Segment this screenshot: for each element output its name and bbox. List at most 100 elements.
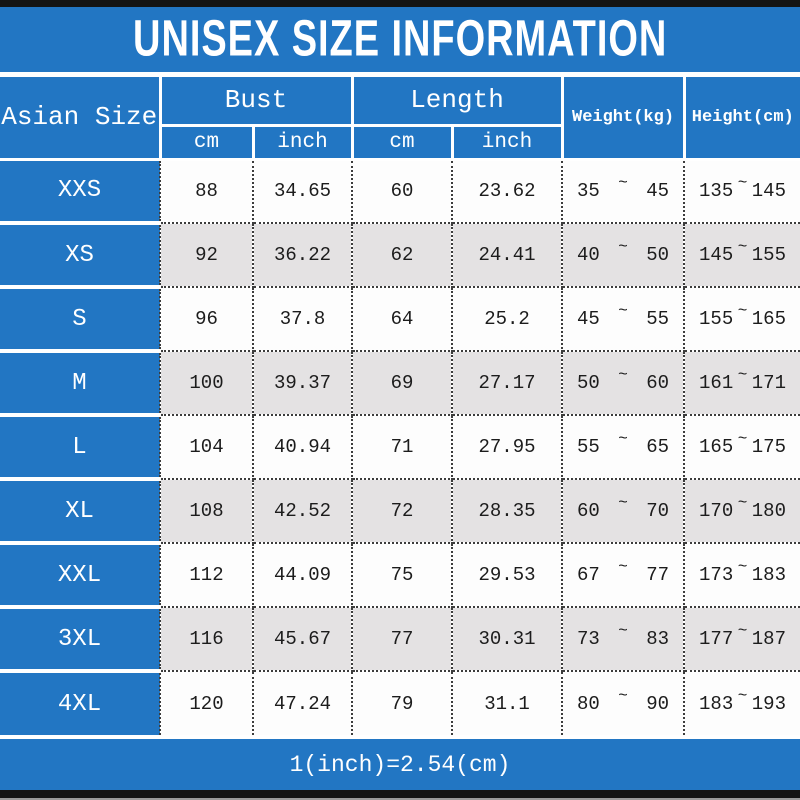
bust-inch-value: 44.09 xyxy=(251,542,354,608)
tilde-separator: ~ xyxy=(618,238,628,256)
size-table: Asian Size Bust Length Weight(kg) Height… xyxy=(0,77,800,735)
bust-inch-value: 40.94 xyxy=(251,414,354,480)
conversion-note-text: 1(inch)=2.54(cm) xyxy=(289,751,511,778)
table-header: Asian Size Bust Length Weight(kg) Height… xyxy=(0,77,800,161)
length-inch-value: 28.35 xyxy=(451,478,564,544)
weight-range-min: 73 xyxy=(577,628,600,650)
height-range-min: 155 xyxy=(699,308,734,330)
weight-range-max: 83 xyxy=(646,628,669,650)
height-range-max: 171 xyxy=(751,372,786,394)
height-range-wrap: 165 ~175 xyxy=(686,430,800,458)
height-range-min: 177 xyxy=(699,628,734,650)
height-range-min: 135 xyxy=(699,180,734,203)
size-label: L xyxy=(0,413,160,479)
height-range-max: 165 xyxy=(751,308,786,330)
weight-range: 40 ~50 xyxy=(561,222,686,288)
sub-header-bust-cm: cm xyxy=(158,123,255,161)
weight-range-min: 67 xyxy=(577,564,600,586)
length-inch-value: 27.95 xyxy=(451,414,564,480)
length-cm-value: 64 xyxy=(351,286,454,352)
weight-range: 60 ~70 xyxy=(561,478,686,544)
tilde-separator: ~ xyxy=(618,366,628,384)
bust-cm-value: 108 xyxy=(159,478,254,544)
bust-inch-value: 37.8 xyxy=(251,286,354,352)
bust-cm-value: 120 xyxy=(159,670,254,735)
tilde-separator: ~ xyxy=(618,494,628,512)
height-range-wrap: 145 ~155 xyxy=(686,238,800,266)
weight-range-wrap: 45 ~55 xyxy=(564,302,682,330)
length-inch-value: 24.41 xyxy=(451,222,564,288)
bust-cm-value: 92 xyxy=(159,222,254,288)
top-border-bar xyxy=(0,0,800,7)
height-range-max: 145 xyxy=(751,180,786,203)
height-range-wrap: 135 ~145 xyxy=(686,174,800,203)
size-label: S xyxy=(0,285,160,351)
height-range-max: 175 xyxy=(751,436,786,458)
length-inch-value: 31.1 xyxy=(451,670,564,735)
bust-inch-value: 45.67 xyxy=(251,606,354,672)
size-label: 4XL xyxy=(0,669,160,735)
height-range-max: 187 xyxy=(751,628,786,650)
bust-inch-value: 42.52 xyxy=(251,478,354,544)
bust-inch-value: 47.24 xyxy=(251,670,354,735)
title-banner: UNISEX SIZE INFORMATION xyxy=(0,7,800,77)
height-range-min: 170 xyxy=(699,500,734,522)
bust-cm-value: 104 xyxy=(159,414,254,480)
height-range-max: 155 xyxy=(751,244,786,266)
weight-range: 45 ~55 xyxy=(561,286,686,352)
bust-cm-value: 100 xyxy=(159,350,254,416)
tilde-separator: ~ xyxy=(618,558,628,576)
tilde-separator: ~ xyxy=(618,430,628,448)
length-cm-value: 62 xyxy=(351,222,454,288)
height-range: 161 ~171 xyxy=(683,350,800,416)
weight-range-min: 60 xyxy=(577,500,600,522)
size-label: XL xyxy=(0,477,160,543)
table-row: XXL 112 44.09 75 29.53 67 ~77 173 ~183 xyxy=(0,541,800,608)
height-range: 173 ~183 xyxy=(683,542,800,608)
tilde-separator: ~ xyxy=(737,558,748,576)
bust-cm-value: 112 xyxy=(159,542,254,608)
height-range-min: 165 xyxy=(699,436,734,458)
table-row: XS 92 36.22 62 24.41 40 ~50 145 ~155 xyxy=(0,221,800,288)
sub-header-bust-inch: inch xyxy=(251,123,354,161)
length-cm-value: 71 xyxy=(351,414,454,480)
column-header-asian-size: Asian Size xyxy=(0,77,162,161)
tilde-separator: ~ xyxy=(737,686,748,705)
tilde-separator: ~ xyxy=(737,238,748,256)
tilde-separator: ~ xyxy=(737,302,748,320)
weight-range-max: 60 xyxy=(646,372,669,394)
height-range-min: 173 xyxy=(699,564,734,586)
height-range: 155 ~165 xyxy=(683,286,800,352)
height-range-wrap: 170 ~180 xyxy=(686,494,800,522)
length-cm-value: 77 xyxy=(351,606,454,672)
height-range-min: 183 xyxy=(699,692,734,715)
weight-range-max: 65 xyxy=(646,436,669,458)
tilde-separator: ~ xyxy=(737,430,748,448)
sub-header-length-inch: inch xyxy=(450,123,564,161)
weight-range: 35 ~45 xyxy=(561,159,686,224)
table-row: XXS 88 34.65 60 23.62 35 ~45 135 ~145 xyxy=(0,159,800,224)
bust-cm-value: 88 xyxy=(159,159,254,224)
size-label: 3XL xyxy=(0,605,160,671)
weight-range-min: 50 xyxy=(577,372,600,394)
tilde-separator: ~ xyxy=(737,622,748,640)
height-range-wrap: 173 ~183 xyxy=(686,558,800,586)
height-range-wrap: 161 ~171 xyxy=(686,366,800,394)
height-range-max: 180 xyxy=(751,500,786,522)
weight-range: 50 ~60 xyxy=(561,350,686,416)
header-sub-row: cm inch cm inch xyxy=(0,123,800,161)
height-range: 165 ~175 xyxy=(683,414,800,480)
weight-range-max: 77 xyxy=(646,564,669,586)
height-range-wrap: 177 ~187 xyxy=(686,622,800,650)
weight-range: 55 ~65 xyxy=(561,414,686,480)
tilde-separator: ~ xyxy=(737,174,748,193)
table-body: XXS 88 34.65 60 23.62 35 ~45 135 ~145 XS 92 36.22 62… xyxy=(0,159,800,735)
column-header-bust: Bust xyxy=(158,77,354,127)
table-row: M 100 39.37 69 27.17 50 ~60 161 ~171 xyxy=(0,349,800,416)
weight-range-wrap: 50 ~60 xyxy=(564,366,682,394)
table-row: 4XL 120 47.24 79 31.1 80 ~90 183 ~193 xyxy=(0,669,800,735)
length-inch-value: 23.62 xyxy=(451,159,564,224)
size-label: M xyxy=(0,349,160,415)
length-cm-value: 69 xyxy=(351,350,454,416)
